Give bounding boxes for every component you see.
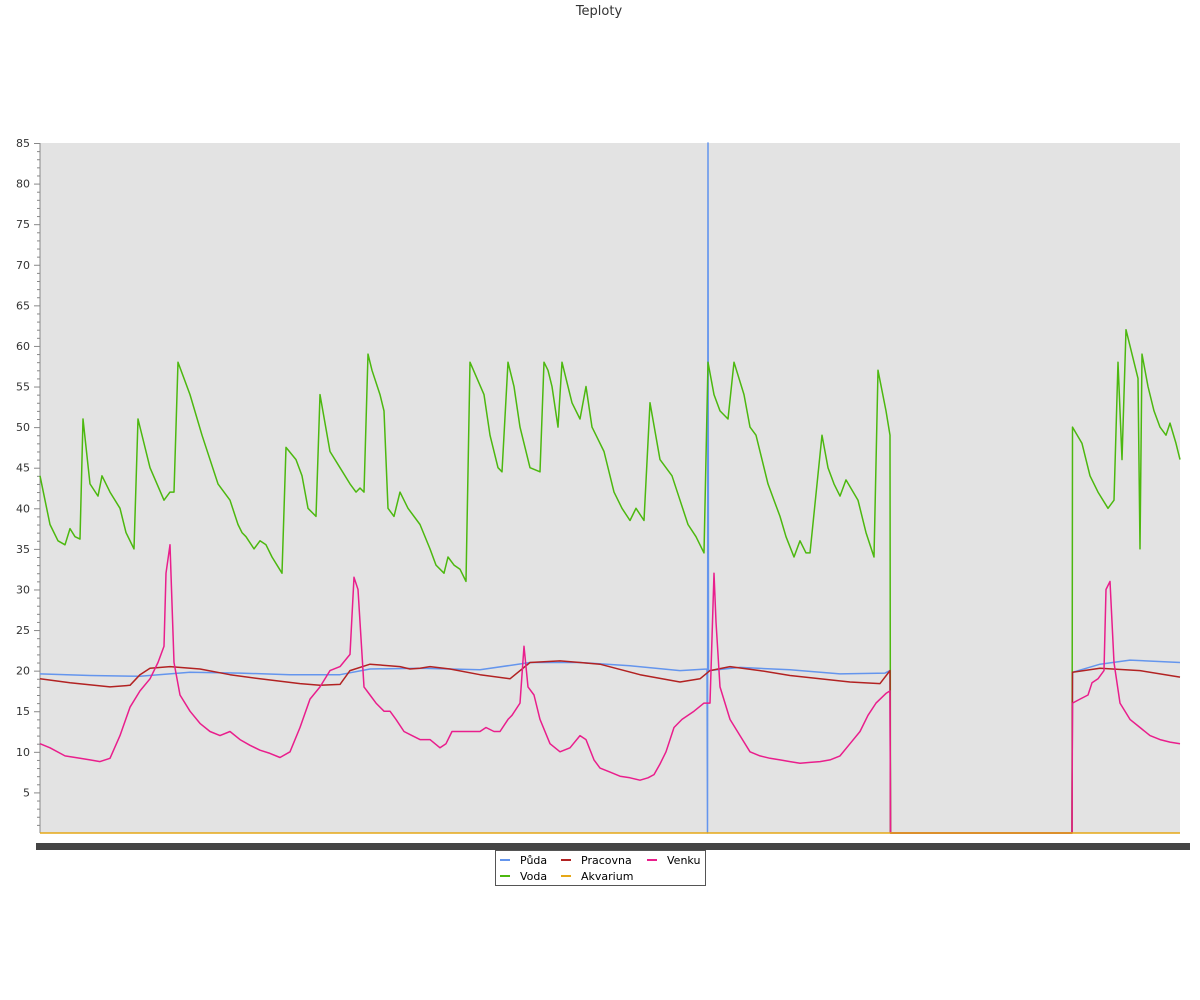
legend: Půda Voda Pracovna Akvarium Venku xyxy=(495,850,706,886)
legend-label: Pracovna xyxy=(581,854,632,867)
y-tick-label: 25 xyxy=(16,624,30,637)
y-tick-label: 45 xyxy=(16,462,30,475)
x-axis xyxy=(36,843,1190,850)
series-line-pracovna xyxy=(39,660,1181,834)
y-tick-label: 70 xyxy=(16,259,30,272)
y-tick-label: 65 xyxy=(16,299,30,312)
legend-label: Voda xyxy=(520,870,547,883)
y-tick-label: 15 xyxy=(16,705,30,718)
y-tick-label: 60 xyxy=(16,340,30,353)
y-axis: 5 10 15 20 25 30 35 40 45 50 55 60 65 70 75 80 85 xyxy=(16,137,41,833)
y-tick-label: 10 xyxy=(16,746,30,759)
plot-area xyxy=(40,143,1180,833)
series-line-voda xyxy=(39,328,1181,834)
series-line-venku xyxy=(39,544,1181,834)
y-tick-label: 80 xyxy=(16,178,30,191)
y-tick-label: 40 xyxy=(16,502,30,515)
y-tick-label: 50 xyxy=(16,421,30,434)
chart-title: Teploty xyxy=(575,4,623,19)
y-tick-label: 35 xyxy=(16,543,30,556)
y-tick-label: 75 xyxy=(16,218,30,231)
legend-label: Akvarium xyxy=(581,870,633,883)
legend-label: Půda xyxy=(520,854,547,867)
y-tick-label: 85 xyxy=(16,137,30,150)
y-tick-label: 20 xyxy=(16,665,30,678)
y-tick-label: 30 xyxy=(16,583,30,596)
series-layer xyxy=(39,142,1181,834)
y-tick-label: 5 xyxy=(23,786,30,799)
y-tick-label: 55 xyxy=(16,381,30,394)
x-tick-label-band xyxy=(36,843,1190,850)
legend-label: Venku xyxy=(667,854,700,867)
legend-box xyxy=(495,850,706,886)
